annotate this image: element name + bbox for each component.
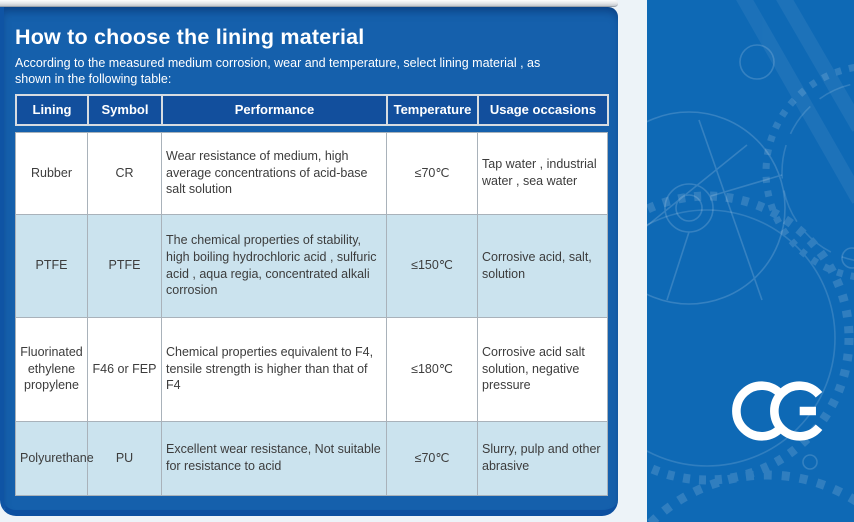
table-row: Rubber CR Wear resistance of medium, hig…	[15, 131, 608, 215]
table-row: Polyurethane PU Excellent wear resistanc…	[15, 420, 608, 496]
cell-usage: Corrosive acid, salt, solution	[477, 213, 608, 318]
table-header: Lining Symbol Performance Temperature Us…	[15, 93, 609, 126]
cell-performance: Wear resistance of medium, high average …	[161, 131, 387, 215]
subtitle-line-1: According to the measured medium corrosi…	[15, 56, 541, 70]
cell-usage: Tap water , industrial water , sea water	[477, 131, 608, 215]
cell-performance: Chemical properties equivalent to F4, te…	[161, 316, 387, 422]
cell-temperature: ≤70℃	[386, 420, 478, 496]
cell-performance: Excellent wear resistance, Not suitable …	[161, 420, 387, 496]
table-body: Rubber CR Wear resistance of medium, hig…	[15, 131, 608, 496]
table-header-row: Lining Symbol Performance Temperature Us…	[15, 93, 609, 126]
page-subtitle: According to the measured medium corrosi…	[15, 55, 606, 88]
table-row: PTFE PTFE The chemical properties of sta…	[15, 213, 608, 318]
col-header-performance: Performance	[161, 93, 388, 126]
cell-lining: PTFE	[15, 213, 88, 318]
table-row: Fluorinated ethylene propylene F46 or FE…	[15, 316, 608, 422]
gears-illustration	[647, 0, 854, 522]
cell-lining: Polyurethane	[15, 420, 94, 496]
cell-usage: Corrosive acid salt solution, negative p…	[477, 316, 608, 422]
content-panel: How to choose the lining material Accord…	[0, 7, 618, 516]
subtitle-line-2: shown in the following table:	[15, 72, 172, 87]
cell-lining: Fluorinated ethylene propylene	[15, 316, 88, 422]
cell-temperature: ≤70℃	[386, 131, 478, 215]
cell-symbol: PTFE	[87, 213, 162, 318]
cell-performance: The chemical properties of stability, hi…	[161, 213, 387, 318]
cell-usage: Slurry, pulp and other abrasive	[477, 420, 608, 496]
decorative-side-panel	[647, 0, 854, 522]
lining-material-table: Lining Symbol Performance Temperature Us…	[15, 93, 609, 496]
page-title: How to choose the lining material	[15, 25, 365, 49]
cell-temperature: ≤150℃	[386, 213, 478, 318]
col-header-usage: Usage occasions	[477, 93, 609, 126]
cell-temperature: ≤180℃	[386, 316, 478, 422]
col-header-temperature: Temperature	[386, 93, 479, 126]
cell-symbol: PU	[87, 420, 162, 496]
cell-symbol: CR	[87, 131, 162, 215]
ce-mark-icon	[732, 381, 823, 441]
top-divider-bar	[0, 0, 618, 7]
col-header-lining: Lining	[15, 93, 89, 126]
cell-lining: Rubber	[15, 131, 88, 215]
cell-symbol: F46 or FEP	[87, 316, 162, 422]
col-header-symbol: Symbol	[87, 93, 163, 126]
